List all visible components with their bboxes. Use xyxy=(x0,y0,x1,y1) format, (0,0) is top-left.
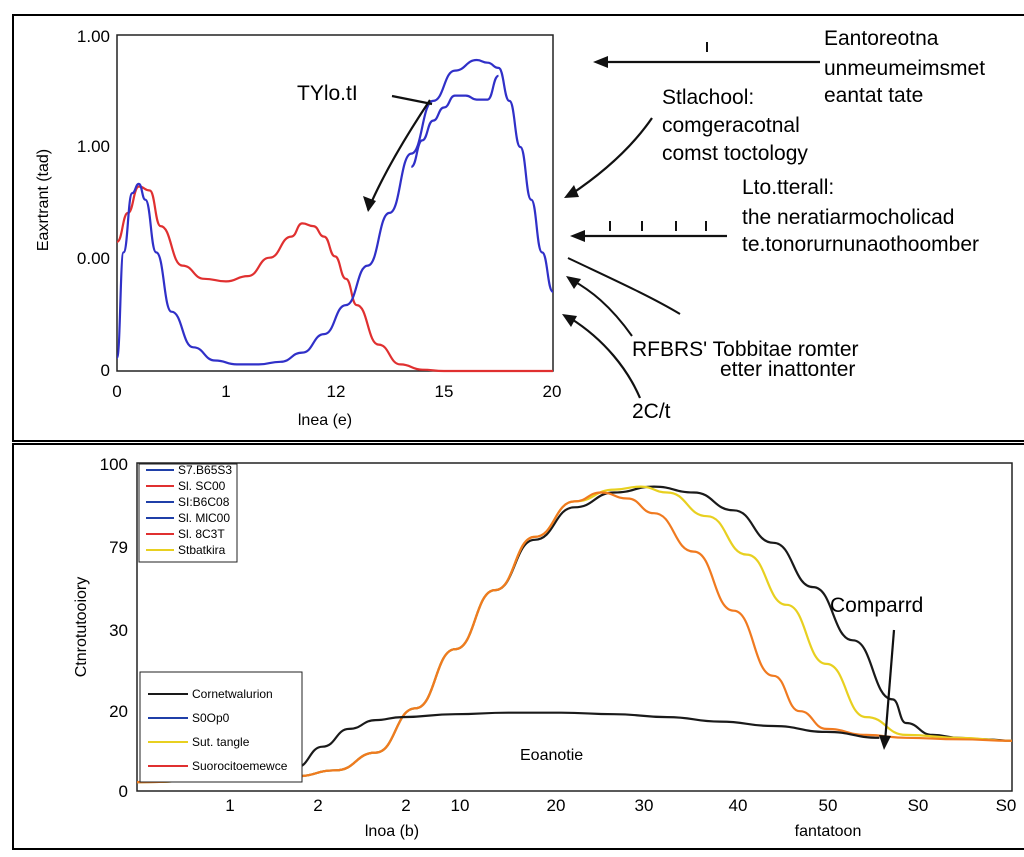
bottom-x-tick: 40 xyxy=(729,796,748,815)
legend-label: S7.B65S3 xyxy=(178,463,232,477)
legend-bottom-box xyxy=(139,671,303,783)
annotation-label: Lto.tterall: xyxy=(742,176,834,199)
annotation-label: Eantoreotna xyxy=(824,27,939,50)
top-y-tick: 1.00 xyxy=(77,137,110,156)
legend-label: Cornetwalurion xyxy=(192,687,273,701)
top-plot-frame xyxy=(116,34,554,372)
bottom-y-axis-label: Ctnrotutooiory xyxy=(73,577,90,678)
top-y-tick: 1.00 xyxy=(77,27,110,46)
annotation-label: Stlachool: xyxy=(662,86,754,109)
arrow-head xyxy=(562,314,577,327)
series-line-1 xyxy=(116,185,553,373)
arrow-head xyxy=(564,185,579,198)
bottom-x-tick: 2 xyxy=(401,796,410,815)
annotation-label: the neratiarmocholicad xyxy=(742,206,954,229)
annotation-arrow xyxy=(569,317,642,399)
bottom-x-axis-label: lnoa (b) xyxy=(365,823,419,840)
bottom-y-tick: 100 xyxy=(100,455,128,474)
annotation-arrow xyxy=(569,117,653,196)
bottom-x-tick: S0 xyxy=(908,796,929,815)
top-x-tick: 1 xyxy=(221,382,230,401)
annotation-label: comst toctology xyxy=(662,142,808,165)
bottom-x-tick: 30 xyxy=(635,796,654,815)
annotation-label: Comparrd xyxy=(830,594,923,617)
annotation-label: comgeracotnal xyxy=(662,114,800,137)
bottom-x-tick: 50 xyxy=(819,796,838,815)
top-x-tick: 15 xyxy=(435,382,454,401)
annotation-label: 2C/t xyxy=(632,400,671,423)
legend-label: Stbatkira xyxy=(178,543,226,557)
annotation-label: RFBRS' Tobbitae romter xyxy=(632,338,859,361)
bottom-y-tick: 20 xyxy=(109,702,128,721)
series-line-3 xyxy=(136,491,1013,784)
series-line-3 xyxy=(410,74,500,168)
arrow-head xyxy=(879,735,891,750)
annotation-arrow xyxy=(571,279,633,337)
legend-label: Sut. tangle xyxy=(192,735,250,749)
bottom-x-tick: 2 xyxy=(313,796,322,815)
annotation-label: TYlo.tI xyxy=(297,82,358,105)
top-x-tick: 20 xyxy=(543,382,562,401)
bottom-x-tick: 20 xyxy=(547,796,566,815)
bottom-y-tick: 30 xyxy=(109,621,128,640)
legend-bottom: Cornetwalurion S0Op0 Sut. tangle Suorocitoe… xyxy=(148,687,288,773)
legend-top: S7.B65S3 Sl. SC00 SI:B6C08 Sl. MlC00 Sl. 8C3… xyxy=(146,463,232,557)
annotation-label: te.tonorurnunaothoomber xyxy=(742,233,979,256)
bottom-x-tick: 10 xyxy=(451,796,470,815)
annotation-arrow xyxy=(366,99,431,211)
annotation-label: unmeumeimsmet xyxy=(824,57,985,80)
arrow-head xyxy=(593,56,608,68)
arrow-head xyxy=(363,196,376,212)
legend-label: S0Op0 xyxy=(192,711,230,725)
legend-top-box xyxy=(138,463,238,563)
bottom-series-group xyxy=(136,485,1013,784)
annotation-label: Eoanotie xyxy=(520,747,583,764)
arrow-head xyxy=(566,276,581,289)
bottom-x-tick: 1 xyxy=(225,796,234,815)
top-y-axis-label: Eaxrtrant (tad) xyxy=(35,149,52,251)
bottom-y-tick: 79 xyxy=(109,538,128,557)
top-x-tick: 12 xyxy=(327,382,346,401)
bottom-y-tick: 0 xyxy=(119,782,128,801)
annotation-arrow xyxy=(883,629,896,743)
top-x-tick: 0 xyxy=(112,382,121,401)
bottom-x-axis-label-right: fantatoon xyxy=(795,823,862,840)
top-x-axis-label: lnea (e) xyxy=(298,412,352,429)
top-y-tick: 0 xyxy=(101,361,110,380)
bottom-x-tick: S0 xyxy=(996,796,1017,815)
annotation-label: eantat tate xyxy=(824,84,923,107)
legend-label: Sl. MlC00 xyxy=(178,511,230,525)
legend-label: Sl. 8C3T xyxy=(178,527,225,541)
annotation-line xyxy=(391,94,433,106)
top-series-group xyxy=(115,58,555,373)
legend-label: Sl. SC00 xyxy=(178,479,226,493)
annotation-label: etter inattonter xyxy=(720,358,855,381)
bottom-plot-frame xyxy=(136,462,1013,792)
annotation-ticks xyxy=(609,221,707,231)
top-y-tick: 0.00 xyxy=(77,249,110,268)
annotation-line xyxy=(567,257,681,315)
series-line-4 xyxy=(295,711,880,769)
legend-label: SI:B6C08 xyxy=(178,495,230,509)
series-line-2 xyxy=(115,58,555,366)
legend-label: Suorocitoemewce xyxy=(192,759,288,773)
arrow-head xyxy=(570,230,585,242)
